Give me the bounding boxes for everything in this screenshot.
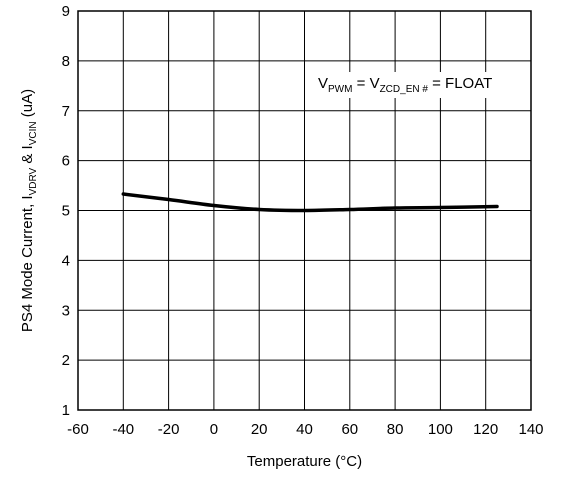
annotation-background (312, 72, 499, 98)
y-axis-label-suffix: (uA) (19, 89, 36, 122)
annotation-v1: V (318, 75, 328, 92)
y-axis-label-prefix: PS4 Mode Current, I (19, 195, 36, 332)
y-tick-label: 4 (62, 252, 70, 269)
x-tick-label: -40 (112, 421, 134, 438)
x-tick-label: 0 (210, 421, 218, 438)
annotation-eq: = V (352, 75, 379, 92)
y-tick-label: 3 (62, 302, 70, 319)
y-axis-label: PS4 Mode Current, IVDRV & IVCIN (uA) (19, 89, 39, 332)
y-tick-label: 5 (62, 203, 70, 220)
x-tick-label: 100 (428, 421, 453, 438)
x-tick-label: -20 (158, 421, 180, 438)
annotation-text: VPWM = VZCD_EN # = FLOAT (318, 75, 492, 95)
x-tick-label: -60 (67, 421, 89, 438)
y-tick-label: 7 (62, 103, 70, 120)
y-tick-label: 8 (62, 53, 70, 70)
annotation-sub2: ZCD_EN # (380, 84, 429, 95)
annotation-sub1: PWM (328, 84, 352, 95)
series-layer (121, 192, 499, 213)
plot-frame (77, 10, 532, 411)
x-tick-label: 20 (251, 421, 268, 438)
x-tick-label: 60 (341, 421, 358, 438)
x-tick-label: 80 (387, 421, 404, 438)
y-axis-label-sub1: VDRV (28, 167, 39, 195)
x-tick-label: 120 (473, 421, 498, 438)
x-tick-label: 40 (296, 421, 313, 438)
tick-labels: -60 -40 -20 0 20 40 60 80 100 120 140 1 2 3 4 5 6 7 8 9 (62, 3, 544, 438)
y-axis-label-sub2: VCIN (28, 121, 39, 145)
y-tick-label: 2 (62, 352, 70, 369)
y-tick-label: 1 (62, 402, 70, 419)
annotation: VPWM = VZCD_EN # = FLOAT (312, 72, 499, 98)
x-tick-label: 140 (518, 421, 543, 438)
annotation-rest: = FLOAT (428, 75, 492, 92)
y-tick-label: 6 (62, 153, 70, 170)
x-axis-label: Temperature (°C) (247, 453, 362, 470)
y-tick-label: 9 (62, 3, 70, 20)
y-axis-label-mid: & I (19, 145, 36, 168)
series-line (121, 192, 499, 213)
